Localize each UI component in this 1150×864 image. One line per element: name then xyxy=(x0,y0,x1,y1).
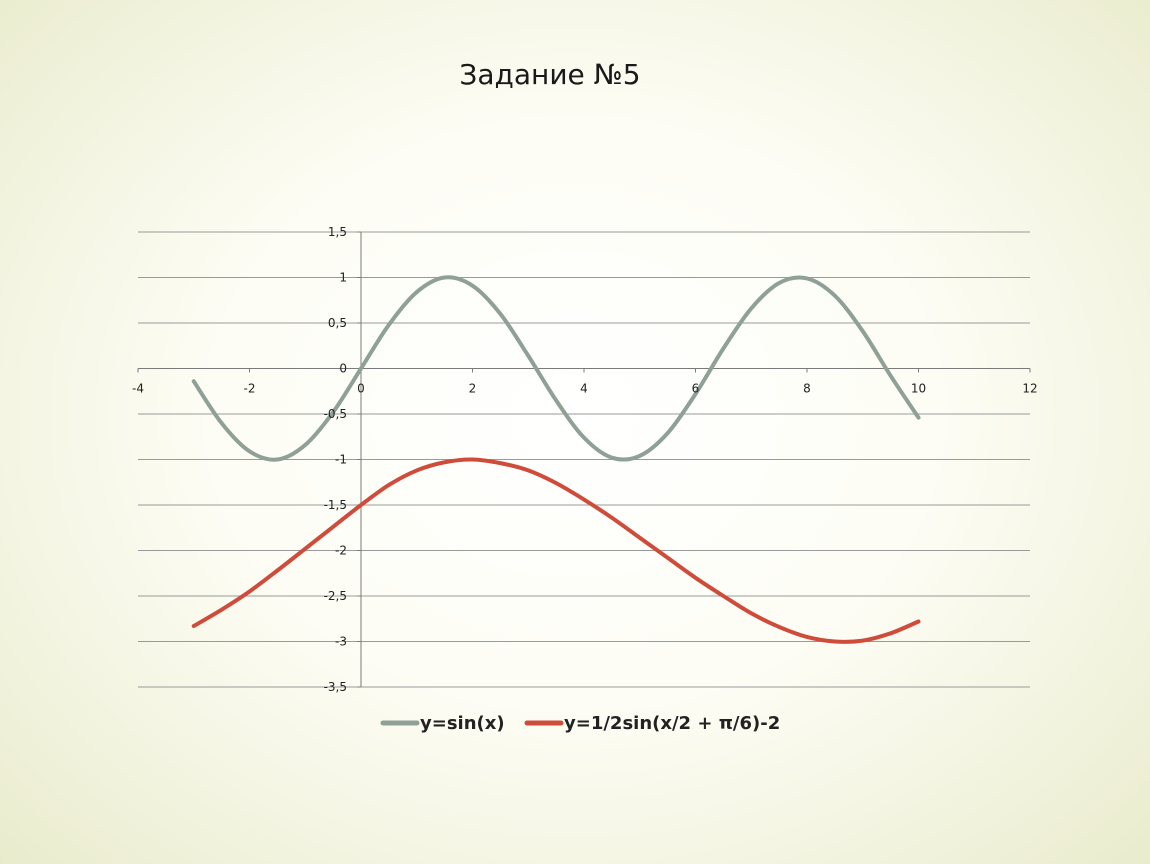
chart-legend: y=sin(x) y=1/2sin(x/2 + π/6)-2 xyxy=(380,713,780,734)
y-tick-label: 0,5 xyxy=(328,316,347,330)
legend-label-1: y=sin(x) xyxy=(420,713,505,734)
x-tick-label: 10 xyxy=(911,382,926,396)
x-tick-label: 2 xyxy=(469,382,477,396)
x-tick-label: 0 xyxy=(357,382,365,396)
legend-label-2: y=1/2sin(x/2 + π/6)-2 xyxy=(564,713,780,734)
x-tick-label: -2 xyxy=(244,382,256,396)
y-tick-label: -1,5 xyxy=(324,498,347,512)
slide-title: Задание №5 xyxy=(459,58,641,91)
y-tick-label: 1,5 xyxy=(328,225,347,239)
series-line-2 xyxy=(191,457,921,644)
x-tick-label: 6 xyxy=(692,382,700,396)
x-tick-label: 4 xyxy=(580,382,588,396)
x-tick-label: 8 xyxy=(803,382,811,396)
x-tick-label: -4 xyxy=(132,382,144,396)
y-tick-label: -2,5 xyxy=(324,589,347,603)
y-tick-label: 1 xyxy=(339,271,347,285)
series-lines xyxy=(191,275,921,644)
y-tick-label: -2 xyxy=(335,544,347,558)
series-line-1 xyxy=(191,275,921,462)
y-tick-label: -3,5 xyxy=(324,680,347,694)
tick-labels: -4 -2 0 2 4 6 8 10 12 1,5 1 0,5 0 -0,5 -1 -1,5 -2 -2,5 -3 -… xyxy=(132,225,1038,694)
y-tick-label: -1 xyxy=(335,453,347,467)
y-tick-label: -3 xyxy=(335,635,347,649)
y-tick-label: -0,5 xyxy=(324,407,347,421)
x-tick-label: 12 xyxy=(1022,382,1037,396)
y-tick-label: 0 xyxy=(339,362,347,376)
grid-lines xyxy=(138,231,1030,688)
